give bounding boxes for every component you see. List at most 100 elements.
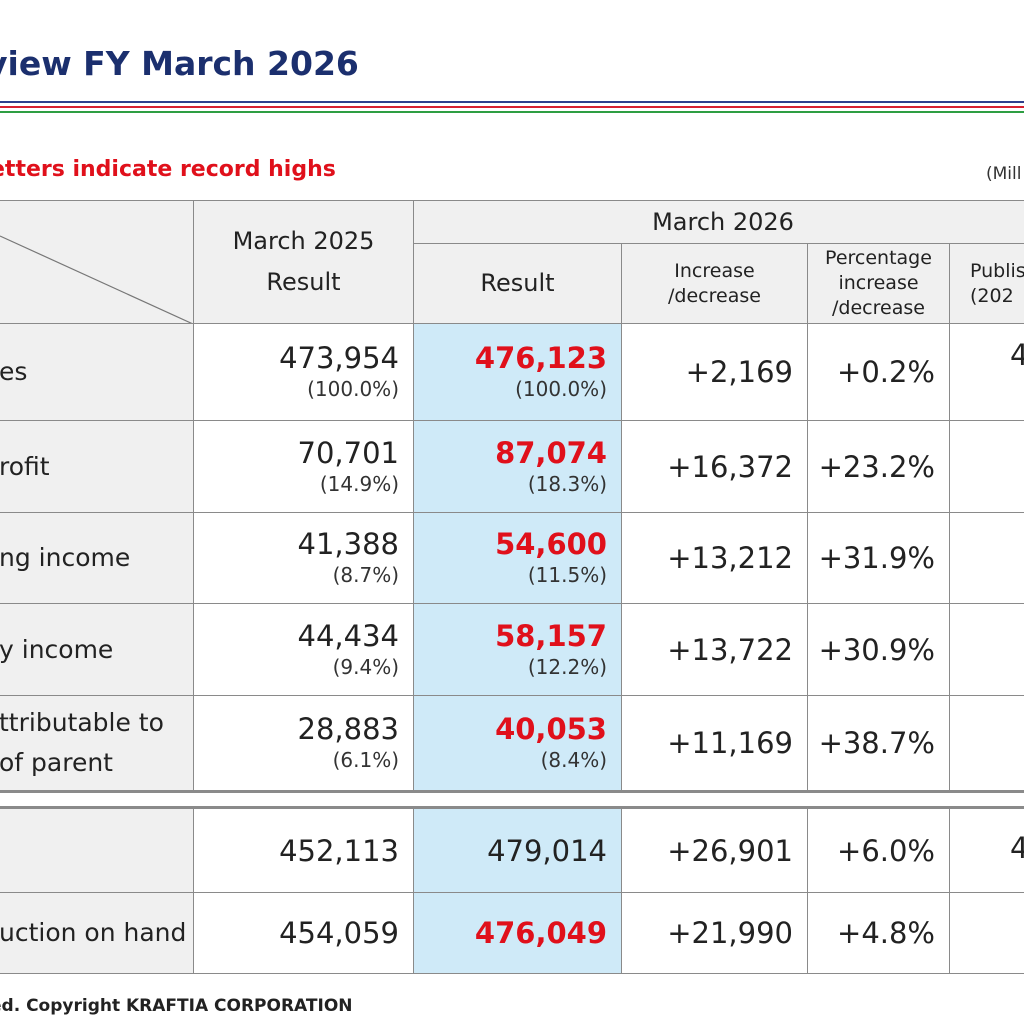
increase-value: +2,169 [685, 355, 793, 389]
ratio-2026: (12.2%) [527, 654, 607, 679]
percentage-value: +0.2% [837, 355, 935, 389]
table-separator-bottom [0, 806, 1024, 809]
cell-published-operating-income [949, 512, 1024, 604]
header-corner-cell [0, 200, 194, 324]
header-published: Publis (202 [949, 243, 1024, 324]
row-label-text: y income [0, 634, 114, 664]
row-label-gross-profit: rofit [0, 420, 194, 513]
cell-increase-construction: +21,990 [621, 892, 808, 974]
value-2026-record: 87,074 [495, 435, 607, 470]
cell-published-gross-profit [949, 420, 1024, 513]
ratio-2026: (11.5%) [527, 563, 607, 587]
cell-2026-orders: 479,014 [413, 808, 622, 893]
ratio-2025: (6.1%) [332, 748, 399, 772]
cell-2025-operating-income: 41,388 (8.7%) [193, 512, 414, 604]
value-2026-record: 476,049 [474, 916, 607, 950]
row-label-orders [0, 808, 194, 893]
header-percentage-line1: Percentage [825, 247, 932, 269]
cell-2026-ordinary-income: 58,157 (12.2%) [413, 603, 622, 696]
value-2025: 452,113 [279, 833, 399, 868]
published-value: 4 [1010, 338, 1024, 372]
cell-2025-orders: 452,113 [193, 808, 414, 893]
value-2025: 473,954 [279, 341, 399, 375]
header-increase-line1: Increase [674, 259, 755, 282]
row-label-text: ng income [0, 543, 131, 572]
cell-increase-gross-profit: +16,372 [621, 420, 808, 513]
unit-note: (Mill [986, 164, 1022, 184]
record-highs-note: etters indicate record highs [0, 157, 336, 182]
percentage-value: +6.0% [837, 833, 935, 868]
header-march-2025-line2: Result [266, 268, 341, 296]
header-increase: Increase /decrease [621, 243, 808, 324]
cell-2026-gross-profit: 87,074 (18.3%) [413, 420, 622, 513]
increase-value: +26,901 [667, 833, 793, 868]
cell-published-construction [949, 892, 1024, 974]
percentage-value: +23.2% [818, 449, 935, 484]
cell-increase-net-income: +11,169 [621, 695, 808, 791]
cell-percentage-gross-profit: +23.2% [807, 420, 950, 513]
cell-2025-construction: 454,059 [193, 892, 414, 974]
cell-2026-operating-income: 54,600 (11.5%) [413, 512, 622, 604]
row-label-text: rofit [0, 451, 50, 481]
value-2025: 28,883 [297, 712, 399, 746]
cell-percentage-construction: +4.8% [807, 892, 950, 974]
value-2025: 70,701 [297, 435, 399, 470]
ratio-2025: (8.7%) [332, 563, 399, 587]
ratio-2026: (18.3%) [527, 471, 607, 496]
cell-percentage-net-sales: +0.2% [807, 323, 950, 421]
cell-published-ordinary-income [949, 603, 1024, 696]
row-label-net-income: ttributable to of parent [0, 695, 194, 791]
value-2026-record: 476,123 [474, 341, 607, 375]
increase-value: +11,169 [667, 726, 793, 760]
copyright-footer: ed. Copyright KRAFTIA CORPORATION [0, 996, 353, 1016]
row-label-text: es [0, 357, 28, 386]
increase-value: +16,372 [667, 449, 793, 484]
header-result-2026: Result [413, 243, 622, 324]
cell-2026-net-income: 40,053 (8.4%) [413, 695, 622, 791]
cell-increase-net-sales: +2,169 [621, 323, 808, 421]
percentage-value: +4.8% [837, 916, 935, 950]
cell-percentage-operating-income: +31.9% [807, 512, 950, 604]
row-label-text: uction on hand [0, 918, 187, 947]
header-percentage-line3: /decrease [832, 297, 925, 319]
cell-2025-net-sales: 473,954 (100.0%) [193, 323, 414, 421]
header-published-line2: (202 [970, 284, 1014, 307]
ratio-2025: (14.9%) [319, 471, 399, 496]
value-2025: 44,434 [297, 618, 399, 653]
percentage-value: +30.9% [818, 632, 935, 667]
published-value: 4 [1010, 831, 1024, 865]
cell-2025-gross-profit: 70,701 (14.9%) [193, 420, 414, 513]
row-label-construction-on-hand: uction on hand [0, 892, 194, 974]
cell-2025-net-income: 28,883 (6.1%) [193, 695, 414, 791]
increase-value: +21,990 [667, 916, 793, 950]
increase-value: +13,722 [667, 632, 793, 667]
cell-increase-orders: +26,901 [621, 808, 808, 893]
cell-published-orders: 4 [949, 808, 1024, 893]
cell-2025-ordinary-income: 44,434 (9.4%) [193, 603, 414, 696]
ratio-2025: (100.0%) [307, 377, 399, 401]
page-title: view FY March 2026 [0, 44, 359, 83]
row-label-net-sales: es [0, 323, 194, 421]
cell-percentage-orders: +6.0% [807, 808, 950, 893]
header-rule-green [0, 111, 1024, 113]
row-label-ordinary-income: y income [0, 603, 194, 696]
table-separator-top [0, 790, 1024, 793]
header-rule-red [0, 106, 1024, 108]
ratio-2026: (100.0%) [515, 377, 607, 401]
row-label-operating-income: ng income [0, 512, 194, 604]
value-2026-record: 58,157 [495, 618, 607, 653]
ratio-2025: (9.4%) [332, 654, 399, 679]
header-march-2025: March 2025 Result [193, 200, 414, 324]
cell-percentage-net-income: +38.7% [807, 695, 950, 791]
cell-published-net-income [949, 695, 1024, 791]
percentage-value: +38.7% [818, 726, 935, 760]
cell-increase-operating-income: +13,212 [621, 512, 808, 604]
cell-percentage-ordinary-income: +30.9% [807, 603, 950, 696]
header-march-2026-label: March 2026 [652, 207, 794, 236]
cell-2026-net-sales: 476,123 (100.0%) [413, 323, 622, 421]
value-2025: 454,059 [279, 916, 399, 950]
value-2025: 41,388 [297, 527, 399, 561]
header-march-2025-line1: March 2025 [232, 227, 375, 255]
header-rule-blue [0, 101, 1024, 103]
cell-published-net-sales: 4 [949, 323, 1024, 421]
